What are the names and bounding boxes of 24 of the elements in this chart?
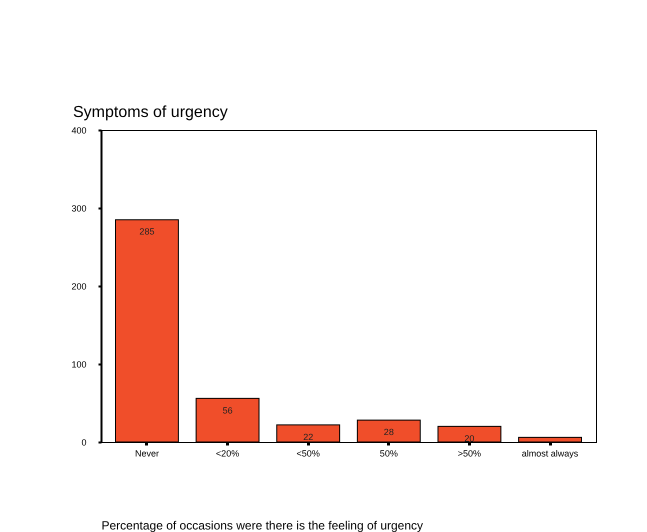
data-label: 56 <box>222 405 233 416</box>
data-label: 20 <box>464 433 474 444</box>
x-tick-label: almost always <box>522 448 579 458</box>
bar <box>115 219 179 442</box>
y-tick-label: 300 <box>71 204 86 214</box>
x-tick-label: <20% <box>216 448 240 458</box>
bar <box>356 420 421 442</box>
x-tick-label: Never <box>134 448 159 458</box>
bar <box>437 426 502 442</box>
y-tick-label: 400 <box>71 126 86 136</box>
x-tick-label: 50% <box>380 448 398 458</box>
x-tick-label: >50% <box>458 448 482 458</box>
data-label: 22 <box>303 432 314 442</box>
chart-title: Symptoms of urgency <box>73 104 228 121</box>
y-tick-label: 200 <box>71 282 86 292</box>
bar <box>276 424 340 442</box>
y-tick-label: 0 <box>81 438 86 448</box>
bar <box>518 436 582 442</box>
x-tick-label: <50% <box>296 448 320 458</box>
x-axis-title: Percentage of occasions were there is the feeling of urgency <box>102 518 424 532</box>
y-tick-label: 100 <box>71 360 86 370</box>
bar <box>196 398 260 442</box>
data-label: 28 <box>384 427 394 438</box>
data-label: 285 <box>139 226 154 237</box>
